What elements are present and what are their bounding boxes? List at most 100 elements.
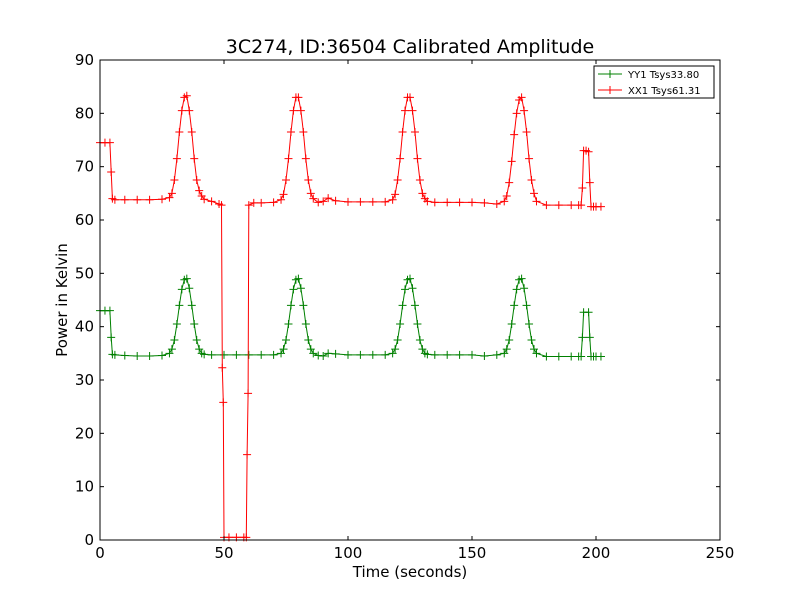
data-point (584, 308, 593, 317)
data-point (398, 301, 407, 310)
y-tick-label: 40 (75, 318, 94, 336)
data-point (304, 176, 313, 184)
data-point (219, 398, 228, 407)
data-point (185, 284, 194, 293)
data-point (391, 345, 400, 354)
data-point (430, 350, 439, 359)
data-point (393, 336, 402, 344)
data-point (220, 350, 228, 359)
x-tick-label: 200 (582, 544, 611, 562)
data-point (306, 189, 315, 198)
data-point (517, 274, 526, 283)
data-point (468, 350, 476, 359)
data-point (585, 333, 594, 342)
data-point (294, 93, 303, 102)
data-point (527, 336, 536, 344)
data-point (324, 194, 333, 203)
data-point (244, 350, 253, 359)
data-point (520, 284, 529, 293)
x-tick-label: 100 (334, 544, 363, 562)
data-point (542, 201, 551, 210)
data-point (187, 128, 196, 136)
data-point (532, 197, 541, 206)
data-point (319, 352, 328, 360)
data-point (175, 128, 184, 136)
data-point (517, 93, 526, 102)
data-point (182, 91, 191, 100)
data-point (525, 154, 534, 163)
legend-box (593, 65, 715, 99)
data-point (585, 178, 594, 187)
data-point (192, 176, 201, 184)
data-point (177, 285, 186, 294)
data-point (388, 349, 397, 358)
data-point (413, 154, 422, 163)
data-point (480, 198, 489, 207)
y-tick-label: 70 (75, 158, 94, 176)
data-point (344, 350, 352, 359)
data-point (217, 201, 226, 210)
data-point (396, 154, 405, 163)
data-point (282, 336, 290, 344)
data-point (596, 352, 605, 361)
x-tick-label: 150 (458, 544, 487, 562)
data-point (554, 352, 563, 361)
data-point (120, 195, 129, 204)
data-point (532, 349, 541, 358)
data-point (455, 350, 464, 359)
data-point (410, 128, 419, 136)
x-tick-label: 50 (214, 544, 233, 562)
data-point (530, 345, 538, 354)
data-point (406, 93, 414, 102)
data-point (257, 198, 266, 207)
data-point (294, 274, 303, 283)
y-tick-label: 60 (75, 211, 94, 229)
data-point (418, 345, 427, 354)
data-point (578, 333, 587, 342)
data-point (207, 197, 216, 206)
data-point (299, 301, 308, 310)
data-point (525, 320, 534, 328)
data-point (284, 154, 293, 163)
data-point (279, 190, 288, 199)
data-point (167, 345, 176, 354)
data-point (401, 106, 410, 115)
data-point (284, 320, 293, 328)
data-point (279, 345, 288, 354)
y-tick-label: 90 (75, 51, 94, 69)
y-tick-label: 50 (75, 264, 94, 282)
data-point (165, 193, 174, 202)
data-point (172, 320, 181, 328)
chart-title: 3C274, ID:36504 Calibrated Amplitude (226, 36, 594, 58)
data-point (282, 176, 290, 184)
x-tick-label: 0 (95, 544, 105, 562)
y-tick-label: 30 (75, 371, 94, 389)
data-point (510, 130, 519, 139)
y-tick-label: 0 (84, 531, 94, 549)
y-axis-ticks: 0 10 20 30 40 50 60 70 80 90 (75, 51, 720, 549)
data-point (368, 350, 377, 359)
data-point (304, 336, 313, 344)
data-point (507, 320, 516, 328)
y-axis-title: Power in Kelvin (53, 243, 71, 357)
legend-label: YY1 Tsys33.80 (627, 70, 699, 81)
data-point (410, 301, 419, 310)
data-point (195, 345, 204, 354)
data-point (120, 351, 129, 360)
data-point (218, 363, 227, 372)
data-point (381, 197, 390, 206)
data-point (567, 352, 576, 361)
data-point (522, 128, 531, 136)
data-point (170, 176, 179, 184)
data-point (381, 350, 390, 359)
plot-background (100, 60, 720, 540)
data-point (286, 301, 295, 310)
data-point (520, 106, 529, 115)
data-point (299, 128, 308, 136)
data-point (393, 176, 402, 184)
data-point (314, 198, 323, 207)
data-point (133, 352, 142, 360)
data-point (177, 106, 186, 115)
y-tick-label: 10 (75, 478, 94, 496)
data-point (195, 186, 204, 195)
